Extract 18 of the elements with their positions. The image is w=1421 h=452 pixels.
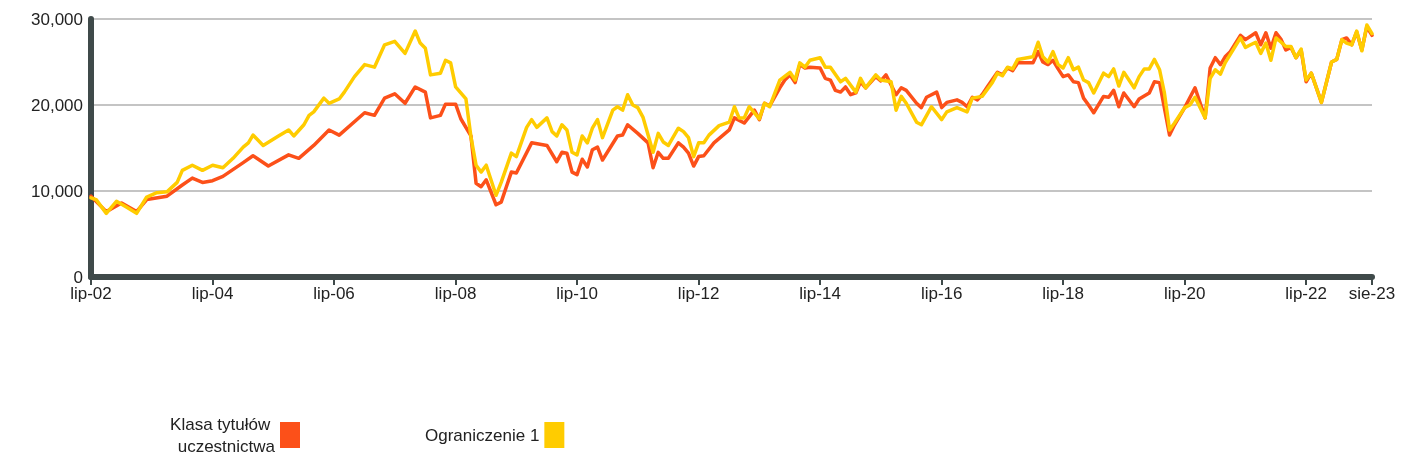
x-tick-label: lip-20 [1163, 284, 1206, 303]
x-tick-label: lip-02 [70, 284, 112, 303]
x-tick-label: lip-08 [434, 284, 477, 303]
x-tick-label: lip-14 [799, 284, 841, 303]
x-tick-label: lip-12 [677, 284, 720, 303]
x-tick-label: lip-16 [920, 284, 963, 303]
legend-label: Ograniczenie 1 [425, 425, 540, 445]
x-tick-label: lip-18 [1042, 284, 1084, 303]
y-tick-label: 0 [73, 267, 83, 287]
x-tick-label: lip-22 [1285, 284, 1327, 303]
legend-label: Klasa tytułów uczestnictwa [170, 414, 276, 452]
x-tick-label: lip-10 [556, 284, 598, 303]
x-tick-label: sie-23 [1348, 284, 1396, 303]
y-tick-label: 10,000 [31, 181, 83, 201]
x-tick-label: lip-04 [191, 284, 234, 303]
y-tick-label: 20,000 [31, 95, 83, 115]
x-tick-label: lip-06 [313, 284, 355, 303]
y-tick-label: 30,000 [31, 9, 83, 29]
